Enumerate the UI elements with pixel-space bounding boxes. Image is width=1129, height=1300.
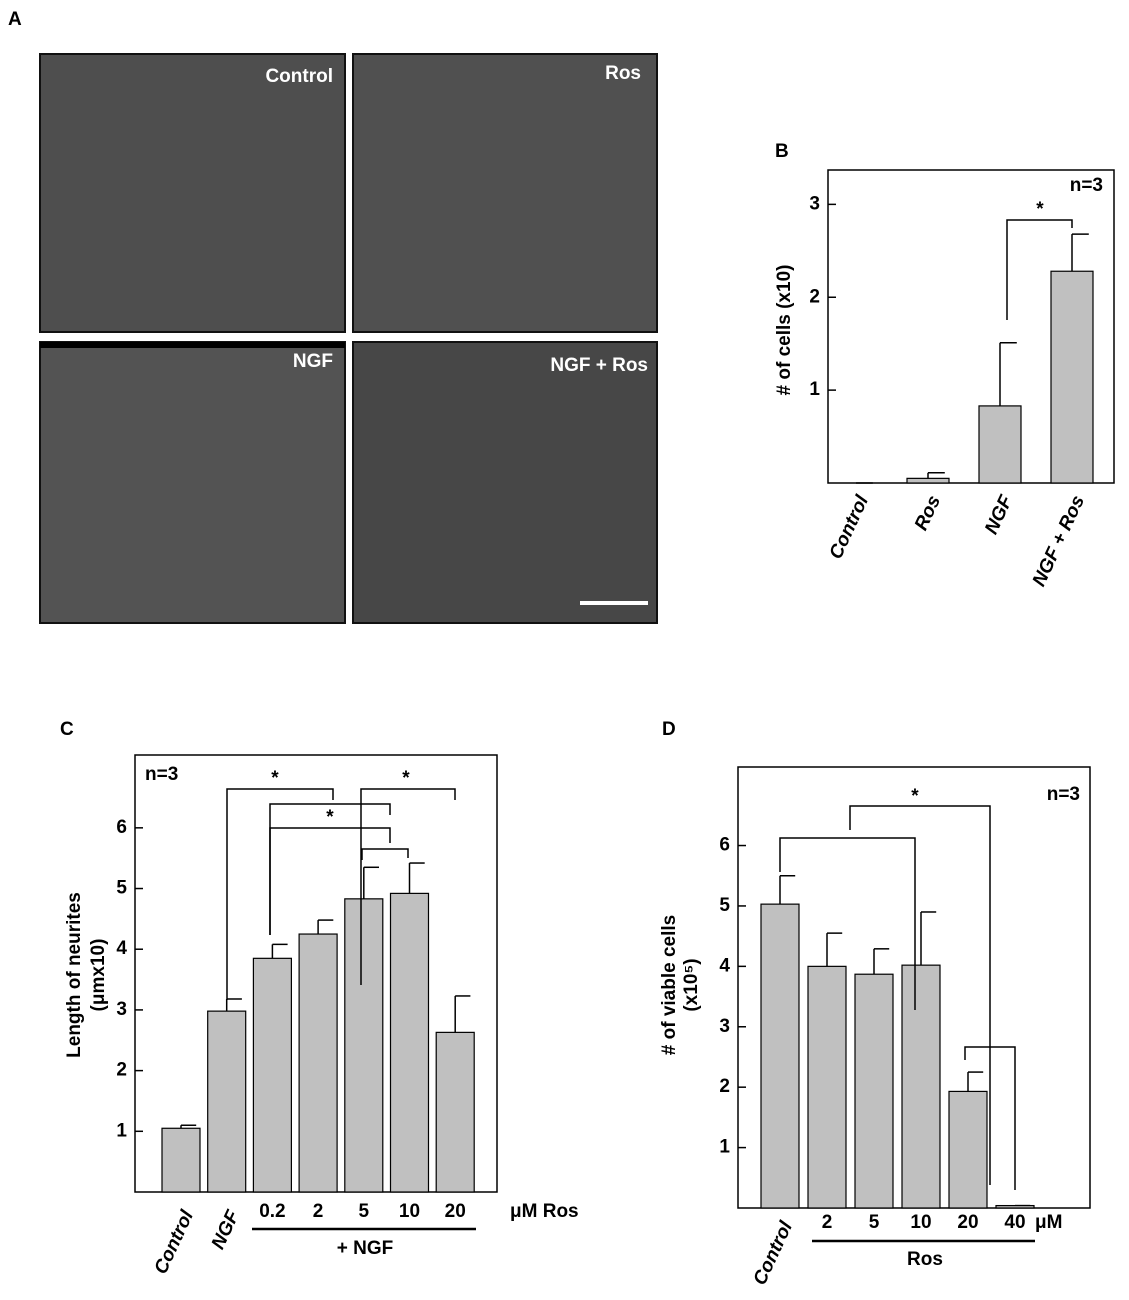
- bar: [344, 898, 384, 1193]
- y-tick-label: 3: [116, 999, 127, 1020]
- bar: [161, 1127, 201, 1193]
- significance-bracket: [269, 827, 391, 935]
- category-label: 2: [822, 1212, 833, 1233]
- panel-label: B: [775, 141, 789, 162]
- n-label: n=3: [145, 764, 178, 785]
- unit-label: μM: [1035, 1212, 1062, 1233]
- category-label: NGF: [208, 1206, 245, 1252]
- panel-label: C: [60, 719, 74, 740]
- panel-label: D: [662, 719, 676, 740]
- bar: [995, 1204, 1035, 1209]
- significance-bracket: [226, 788, 334, 1000]
- y-tick-label: 2: [719, 1076, 730, 1097]
- bar: [389, 892, 430, 1193]
- y-tick-label: 4: [116, 938, 127, 959]
- bar: [1050, 270, 1094, 484]
- unit-label: μM Ros: [510, 1201, 579, 1222]
- y-axis-label: (x10⁵): [681, 958, 702, 1011]
- category-label: 10: [910, 1212, 931, 1233]
- image-border: [40, 342, 345, 348]
- category-label: NGF + Ros: [1029, 492, 1089, 589]
- group-label: Ros: [907, 1249, 943, 1270]
- bar: [906, 477, 950, 484]
- bar: [435, 1031, 475, 1193]
- y-axis-label: # of cells (x10): [774, 265, 795, 396]
- n-label: n=3: [1047, 784, 1080, 805]
- y-axis-label: (μmx10): [88, 939, 109, 1012]
- y-tick-label: 3: [719, 1016, 730, 1037]
- category-label: Control: [150, 1207, 198, 1278]
- image-label: Control: [265, 66, 333, 87]
- bar: [807, 965, 847, 1209]
- category-label: 20: [445, 1201, 466, 1222]
- y-tick-label: 5: [719, 895, 730, 916]
- image-label: NGF + Ros: [550, 355, 648, 376]
- significance-bracket: [361, 848, 409, 860]
- panel-label: A: [8, 9, 22, 30]
- y-tick-label: 6: [116, 817, 127, 838]
- significance-bracket: [1006, 219, 1073, 320]
- bar: [901, 964, 941, 1209]
- micrograph: [352, 341, 658, 624]
- y-tick-label: 1: [809, 379, 820, 400]
- micrograph: [39, 53, 346, 333]
- significance-mark: *: [1036, 199, 1044, 220]
- bar: [252, 957, 292, 1193]
- group-label: + NGF: [337, 1238, 393, 1259]
- image-label: NGF: [293, 351, 333, 372]
- significance-bracket: [964, 1046, 1016, 1190]
- y-tick-label: 1: [719, 1137, 730, 1158]
- category-label: Control: [749, 1218, 797, 1289]
- n-label: n=3: [1070, 175, 1103, 196]
- significance-mark: *: [326, 807, 334, 828]
- y-tick-label: 3: [809, 193, 820, 214]
- y-tick-label: 2: [116, 1060, 127, 1081]
- category-label: NGF: [981, 491, 1018, 537]
- category-label: Ros: [911, 492, 945, 533]
- category-label: Control: [825, 492, 873, 563]
- category-label: 5: [359, 1201, 370, 1222]
- category-label: 10: [399, 1201, 420, 1222]
- category-label: 20: [957, 1212, 978, 1233]
- significance-mark: *: [402, 768, 410, 789]
- bar: [207, 1010, 247, 1193]
- bar: [298, 933, 338, 1193]
- significance-bracket: [360, 788, 456, 985]
- y-tick-label: 6: [719, 835, 730, 856]
- category-label: 0.2: [259, 1201, 285, 1222]
- y-axis-label: # of viable cells: [659, 915, 680, 1055]
- image-label: Ros: [605, 63, 641, 84]
- micrograph: [39, 341, 346, 624]
- bar: [948, 1090, 988, 1209]
- y-tick-label: 2: [809, 286, 820, 307]
- y-axis-label: Length of neurites: [64, 892, 85, 1058]
- y-tick-label: 1: [116, 1120, 127, 1141]
- y-tick-label: 4: [719, 955, 730, 976]
- bar: [760, 903, 800, 1209]
- y-tick-label: 5: [116, 878, 127, 899]
- significance-mark: *: [911, 786, 919, 807]
- significance-mark: *: [271, 768, 279, 789]
- significance-bracket: [779, 837, 916, 1010]
- plot-frame: [827, 169, 1115, 484]
- bar: [854, 973, 894, 1209]
- bar: [978, 405, 1022, 484]
- significance-bracket: [849, 805, 991, 1185]
- category-label: 2: [313, 1201, 324, 1222]
- micrograph: [352, 53, 658, 333]
- category-label: 5: [869, 1212, 880, 1233]
- category-label: 40: [1004, 1212, 1025, 1233]
